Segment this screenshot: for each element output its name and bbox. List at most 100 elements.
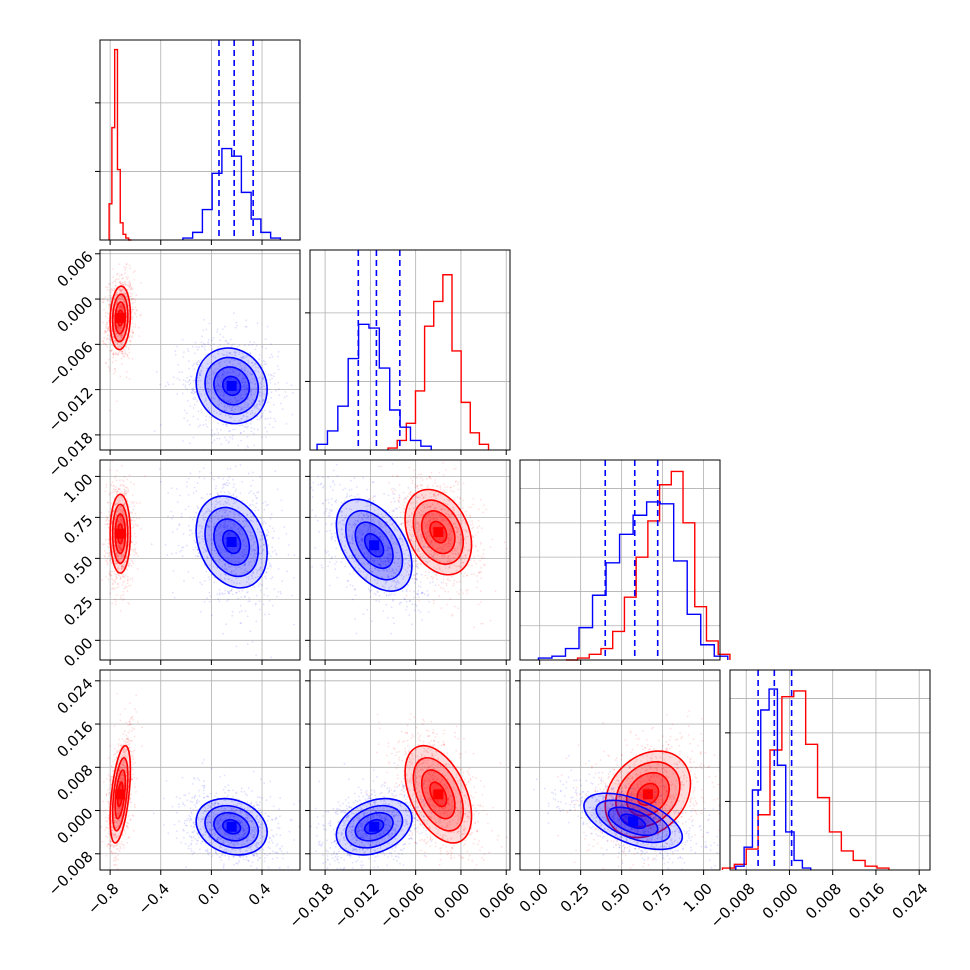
red-sample-point [125,293,127,296]
blue-sample-point [208,509,210,511]
blue-sample-point [261,378,264,380]
blue-sample-point [220,443,223,446]
red-sample-point [122,598,125,600]
red-sample-point [106,338,108,341]
blue-sample-point [265,571,268,574]
blue-sample-point [227,491,230,493]
red-sample-point [113,280,116,283]
blue-sample-point [257,370,260,373]
red-sample-point [403,509,406,511]
red-sample-point [125,486,128,488]
blue-sample-point [237,543,239,545]
blue-sample-point [362,477,365,479]
red-sample-point [106,317,109,319]
blue-sample-point [208,534,211,537]
red-sample-point [409,491,412,493]
red-sample-point [127,489,130,491]
blue-sample-point [227,558,230,561]
red-sample-point [110,288,113,290]
red-sample-point [119,306,122,309]
blue-sample-point [194,392,196,394]
red-sample-point [129,284,132,287]
red-sample-point [410,477,413,480]
red-sample-point [132,526,135,529]
red-sample-point [480,622,482,625]
red-sample-point [122,555,125,558]
blue-sample-point [238,582,241,585]
blue-sample-point [227,591,230,594]
blue-sample-point [214,515,217,518]
red-sample-point [122,512,124,515]
blue-sample-point [242,377,245,380]
blue-sample-point [244,369,247,372]
blue-sample-point [213,371,215,373]
red-sample-point [126,355,129,358]
red-sample-point [123,494,126,496]
blue-sample-point [242,414,245,417]
red-sample-point [122,310,125,313]
blue-sample-point [249,373,252,376]
blue-sample-point [325,499,327,501]
blue-sample-point [201,510,203,512]
blue-sample-point [334,539,336,542]
blue-sample-point [333,483,336,486]
red-sample-point [116,490,118,493]
blue-sample-point [236,538,239,541]
red-sample-point [114,341,117,344]
blue-sample-point [245,422,248,425]
blue-sample-point [212,337,215,339]
blue-sample-point [264,388,267,390]
blue-sample-point [257,585,260,587]
blue-sample-point [261,536,264,539]
blue-sample-point [258,403,261,406]
red-sample-point [105,324,108,326]
red-sample-point [114,284,117,286]
red-sample-point [121,352,123,355]
blue-sample-point [240,367,243,369]
blue-sample-point [188,477,190,480]
red-sample-point [119,290,122,293]
red-sample-point [421,487,423,490]
blue-sample-point [258,358,261,361]
red-sample-point [119,557,122,560]
blue-sample-point [218,413,221,416]
red-sample-point [116,555,118,558]
blue-sample-point [238,611,241,614]
red-sample-point [139,282,142,284]
blue-sample-point [224,526,227,529]
panel-frame [309,249,511,451]
red-sample-point [107,578,110,581]
blue-sample-point [183,579,185,582]
blue-sample-point [189,516,192,519]
red-sample-point [466,574,469,577]
blue-sample-point [266,451,268,453]
blue-sample-point [203,401,206,403]
blue-sample-point [233,573,236,575]
blue-sample-point [192,397,195,400]
blue-sample-point [229,368,232,371]
red-sample-point [108,350,111,353]
blue-sample-point [206,493,209,496]
red-sample-point [123,299,125,302]
red-sample-point [129,563,132,565]
blue-sample-point [207,557,209,559]
blue-sample-point [266,538,269,541]
blue-sample-point [245,319,248,322]
red-sample-point [129,282,131,285]
blue-sample-point [260,534,263,537]
blue-sample-point [249,512,252,514]
blue-sample-point [251,519,253,522]
blue-sample-point [252,399,255,402]
blue-sample-point [224,568,227,570]
red-sample-point [107,325,109,328]
red-sample-point [462,592,465,595]
blue-sample-point [275,389,277,392]
red-sample-point [126,500,129,503]
red-sample-point [122,599,124,601]
blue-sample-point [200,393,203,395]
red-sample-point [438,471,441,474]
red-sample-point [119,297,122,300]
red-sample-point [106,523,109,526]
blue-sample-point [252,515,255,517]
blue-sample-point [211,542,214,545]
